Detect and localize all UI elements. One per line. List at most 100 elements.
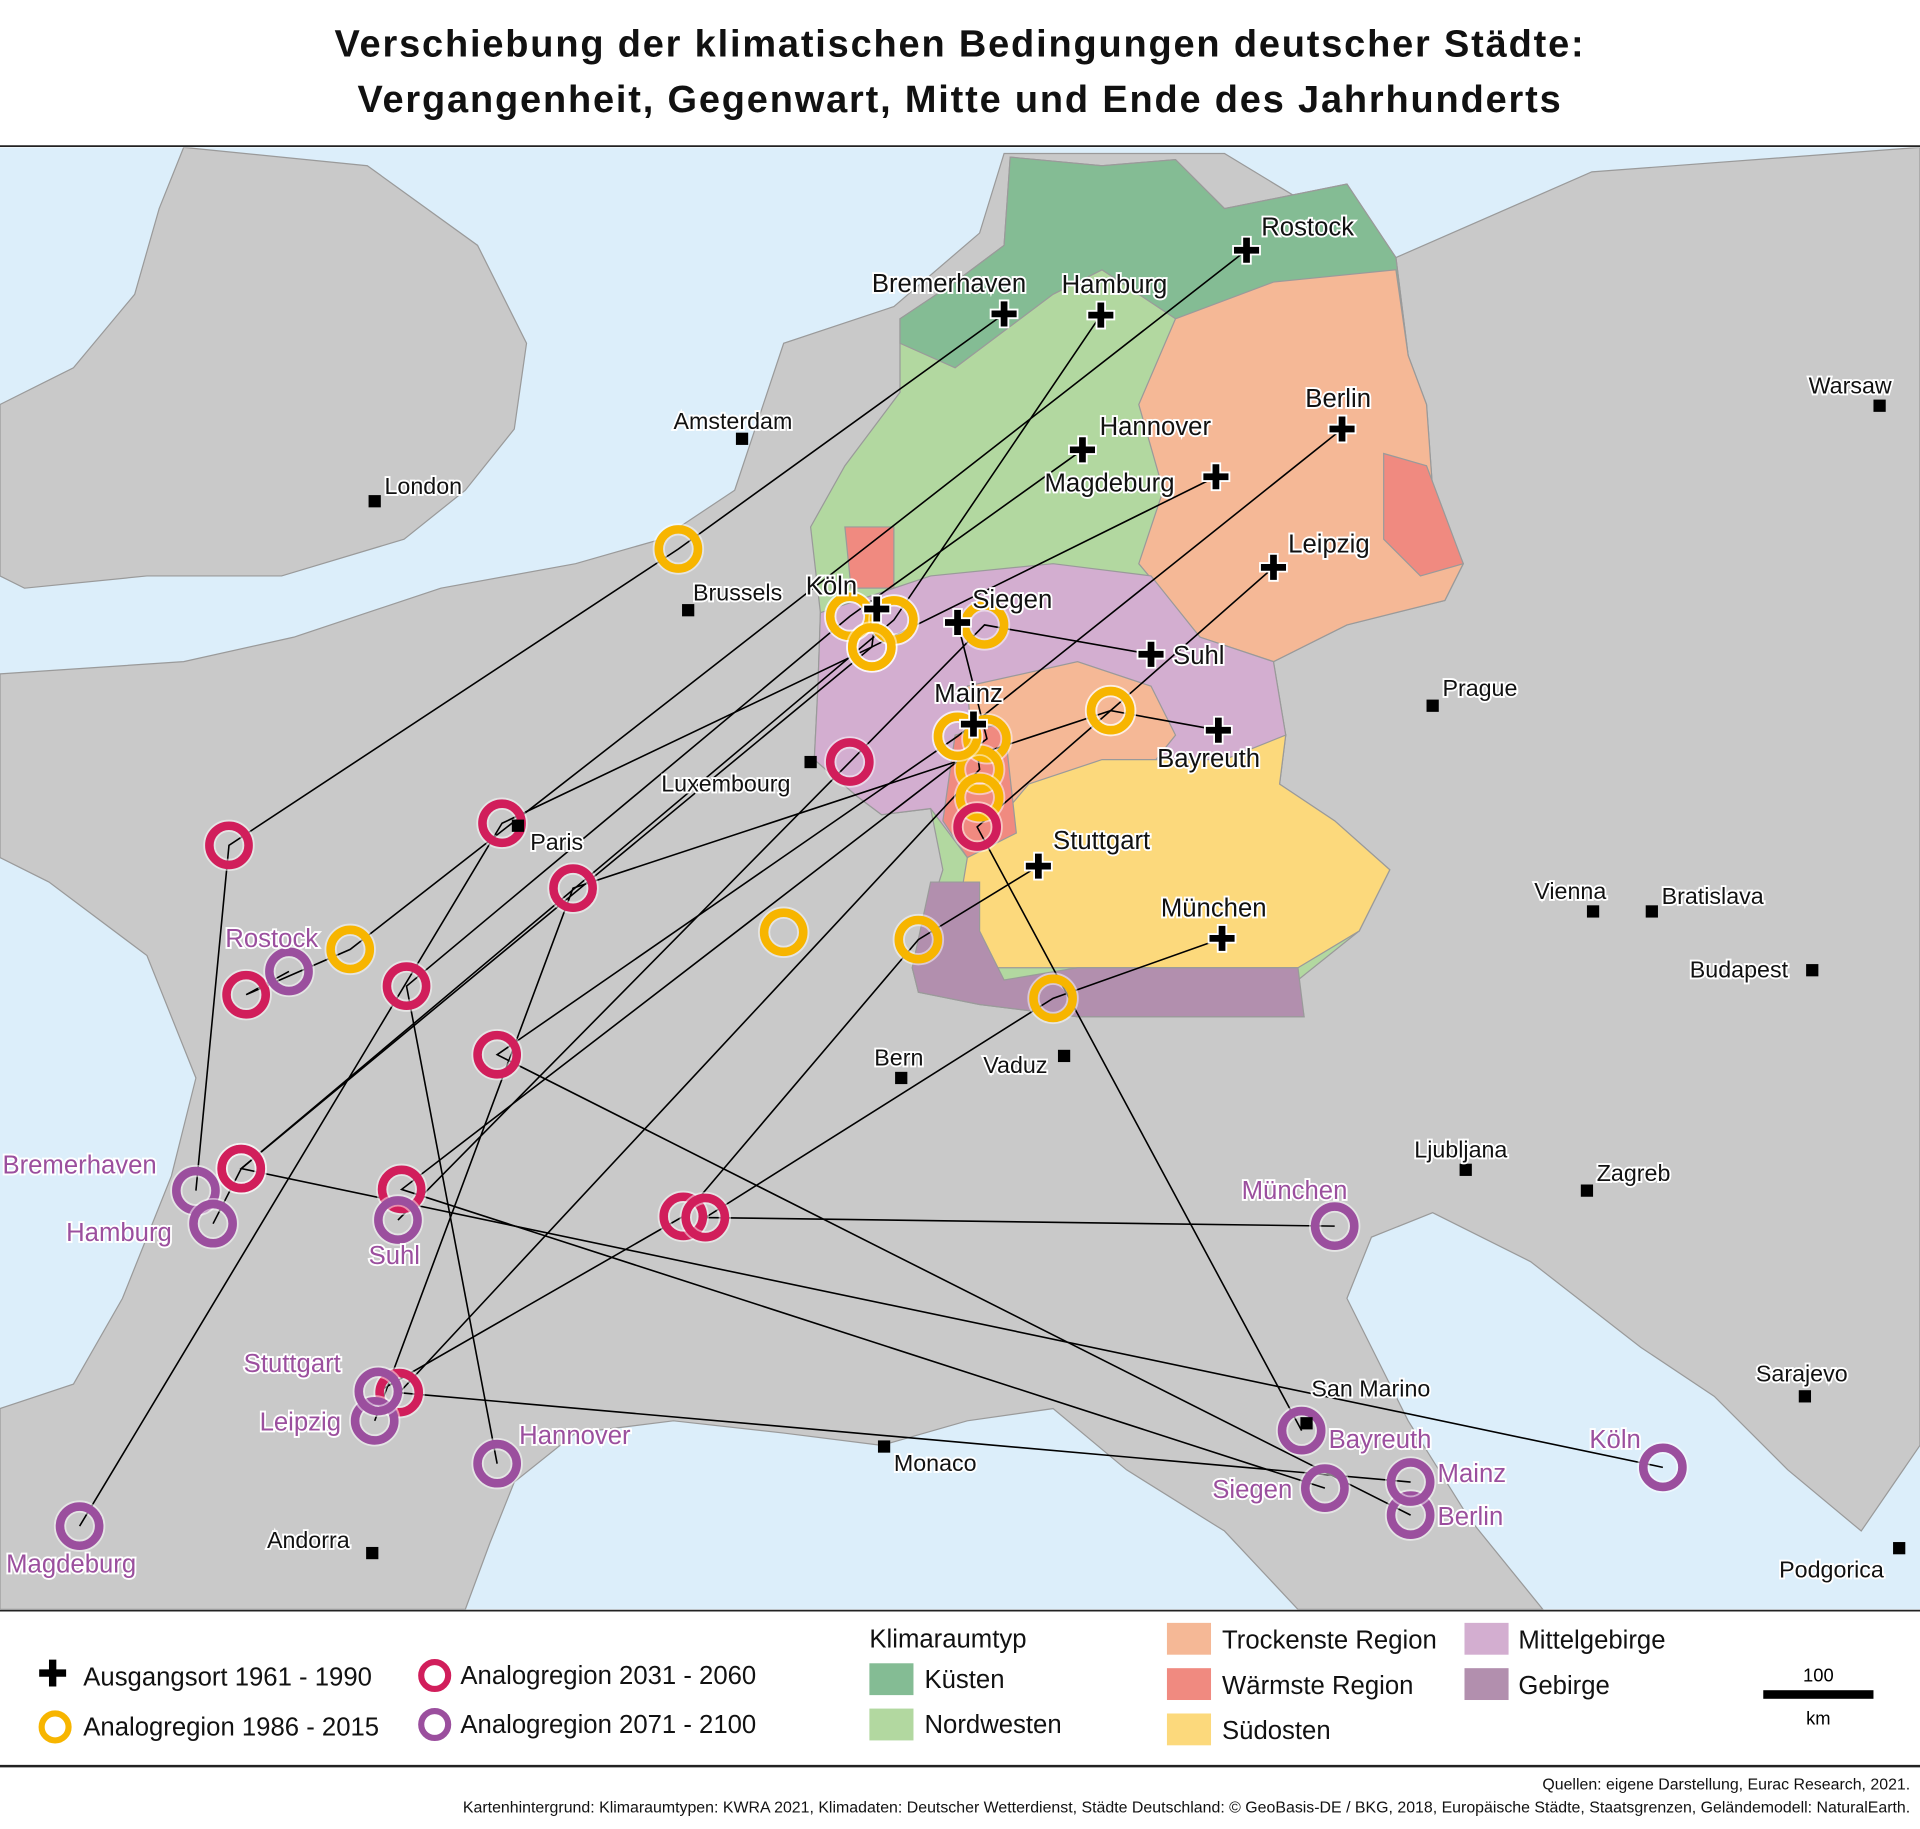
shift-line (399, 622, 1326, 1489)
scale-bar-unit: km (1806, 1708, 1830, 1729)
capital-square-icon (895, 1071, 908, 1085)
analog-2071-2100-label: Stuttgart (244, 1350, 341, 1378)
analog-2071-2100-label: Mainz (1438, 1460, 1507, 1488)
analog-2031-2060-ring[interactable] (473, 1030, 522, 1079)
capital-label: Prague (1442, 675, 1517, 701)
analog-2071-2100-label: Bayreuth (1329, 1426, 1432, 1454)
analog-2031-2060-ring[interactable] (205, 821, 253, 870)
capital-label: San Marino (1311, 1375, 1430, 1401)
analog-1986-2015-ring[interactable] (1029, 974, 1077, 1023)
analog-2031-2060-ring[interactable] (953, 803, 1002, 851)
cross-icon[interactable] (1136, 639, 1166, 669)
capital-square-icon (1580, 1184, 1594, 1197)
capital-label: Budapest (1690, 957, 1789, 983)
cross-icon[interactable] (943, 608, 972, 637)
capital-square-icon (1426, 699, 1439, 712)
cross-icon[interactable] (862, 594, 892, 624)
analog-2071-2100-label: Köln (1589, 1426, 1640, 1454)
analog-2071-2100-ring[interactable] (350, 1396, 399, 1445)
title-line-1: Verschiebung der klimatischen Bedingunge… (335, 24, 1586, 66)
german-city-label: Stuttgart (1053, 827, 1150, 855)
analog-2071-2100-ring[interactable] (473, 1439, 522, 1488)
shift-line (495, 428, 1411, 1516)
shift-line (377, 865, 1039, 1393)
cross-icon[interactable] (1201, 462, 1231, 492)
capital-label: Bratislava (1662, 883, 1764, 909)
analog-2071-2100-ring[interactable] (265, 947, 313, 996)
analog-2031-2060-ring[interactable] (382, 962, 431, 1011)
shift-line (702, 937, 1335, 1227)
analog-2031-2060-ring[interactable] (825, 738, 874, 786)
analog-1986-2015-ring[interactable] (759, 908, 808, 957)
german-city-label: München (1161, 894, 1267, 922)
analog-1986-2015-ring[interactable] (955, 745, 1004, 794)
cross-icon[interactable] (1207, 923, 1237, 953)
analog-2071-2100-ring[interactable] (1310, 1202, 1359, 1251)
legend-nordwesten: Nordwesten (924, 1711, 1061, 1739)
analog-2071-2100-ring[interactable] (1638, 1443, 1687, 1492)
analog-1986-2015-ring[interactable] (1086, 686, 1135, 735)
analog-2071-2100-label: Hamburg (66, 1219, 172, 1247)
cross-icon[interactable] (1023, 851, 1053, 881)
capital-label: Warsaw (1809, 372, 1892, 398)
analog-2071-2100-label: München (1242, 1177, 1348, 1205)
scale-bar-value: 100 (1803, 1665, 1834, 1686)
analog-1986-2015-ring[interactable] (955, 773, 1004, 822)
legend-ausgangsort: Ausgangsort 1961 - 1990 (83, 1663, 372, 1691)
capital-square-icon (1459, 1163, 1472, 1176)
capital-square-icon (682, 604, 695, 617)
cross-icon[interactable] (1068, 435, 1097, 465)
purple-ring-icon (418, 1707, 452, 1742)
analog-2071-2100-ring[interactable] (1386, 1458, 1435, 1506)
analog-2071-2100-ring[interactable] (55, 1502, 104, 1551)
cross-icon[interactable] (1232, 235, 1261, 265)
analog-2031-2060-ring[interactable] (681, 1193, 730, 1242)
swatch-waermste (1166, 1668, 1212, 1701)
analog-2071-2100-ring[interactable] (1301, 1464, 1349, 1513)
cross-icon[interactable] (1086, 300, 1116, 330)
capital-square-icon (804, 755, 817, 769)
analog-2071-2100-ring[interactable] (189, 1199, 237, 1248)
capital-square-icon (1798, 1390, 1812, 1403)
legend-analog-2031-2060: Analogregion 2031 - 2060 (460, 1662, 756, 1690)
capital-square-icon (1645, 905, 1658, 918)
capital-label: Zagreb (1597, 1160, 1671, 1186)
analog-1986-2015-ring[interactable] (847, 623, 896, 671)
cross-icon[interactable] (1203, 715, 1233, 745)
map-area[interactable]: Rostock Bremerhaven Hamburg Hannover Berlin M… (0, 147, 1920, 1610)
swatch-kuesten (869, 1663, 914, 1696)
analog-2031-2060-ring[interactable] (377, 1165, 426, 1214)
analog-2031-2060-ring[interactable] (659, 1192, 708, 1241)
legend-waermste: Wärmste Region (1222, 1672, 1413, 1700)
cross-icon[interactable] (989, 299, 1019, 329)
analog-2071-2100-label: Siegen (1212, 1476, 1292, 1504)
cross-icon[interactable] (1259, 552, 1288, 582)
labels: Rostock Bremerhaven Hamburg Hannover Berlin M… (1, 212, 1894, 1585)
german-city-label: Bayreuth (1157, 745, 1260, 773)
swatch-nordwesten (869, 1708, 914, 1741)
footer-background: Kartenhintergrund: Klimaraumtypen: KWRA … (463, 1800, 1910, 1817)
analog-2071-2100-ring[interactable] (374, 1196, 422, 1244)
shift-line (373, 566, 1274, 1422)
analog-1986-2015-ring[interactable] (326, 925, 375, 974)
analog-1986-2015-ring[interactable] (654, 525, 703, 573)
analog-2071-2100-ring[interactable] (354, 1367, 403, 1416)
analog-2031-2060-ring[interactable] (217, 1144, 266, 1193)
analog-1986-2015-ring[interactable] (894, 915, 943, 964)
capital-label: Ljubljana (1414, 1137, 1507, 1163)
capital-label: Amsterdam (673, 408, 792, 434)
analog-2031-2060-ring[interactable] (375, 1368, 424, 1417)
analog-2071-2100-label: Bremerhaven (2, 1151, 156, 1179)
analog-2031-2060-ring[interactable] (549, 864, 597, 913)
capital-label: Bern (874, 1045, 923, 1071)
german-city-label: Magdeburg (1044, 469, 1174, 497)
analog-2071-2100-ring[interactable] (1277, 1406, 1326, 1455)
cross-icon[interactable] (1327, 414, 1357, 444)
capital-label: London (384, 473, 462, 499)
markers (53, 235, 1906, 1560)
capital-square-icon (368, 495, 381, 508)
analog-2031-2060-ring[interactable] (222, 970, 270, 1019)
shift-line (212, 314, 1102, 1225)
cross-icon[interactable] (959, 709, 988, 739)
german-city-label: Leipzig (1288, 531, 1369, 559)
